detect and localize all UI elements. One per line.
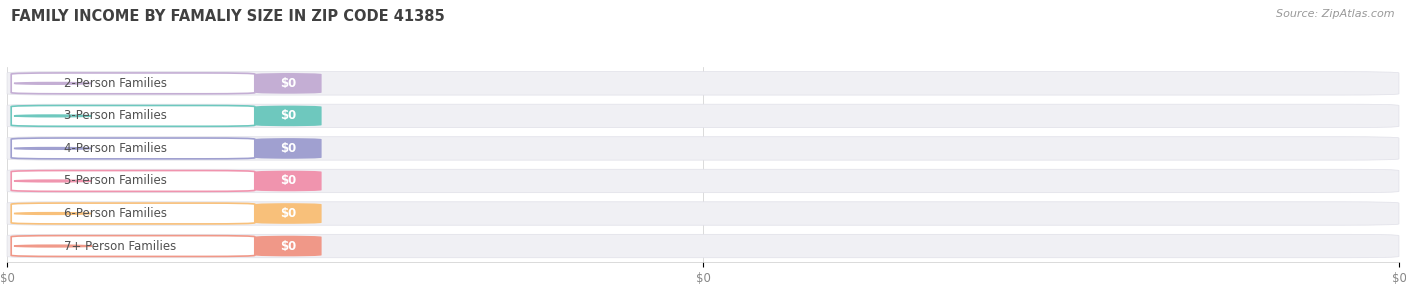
FancyBboxPatch shape xyxy=(254,106,322,126)
Text: Source: ZipAtlas.com: Source: ZipAtlas.com xyxy=(1277,9,1395,19)
FancyBboxPatch shape xyxy=(7,104,1399,127)
FancyBboxPatch shape xyxy=(7,137,1399,160)
FancyBboxPatch shape xyxy=(11,73,254,94)
FancyBboxPatch shape xyxy=(11,170,254,191)
FancyBboxPatch shape xyxy=(254,236,322,257)
Text: $0: $0 xyxy=(280,77,297,90)
Circle shape xyxy=(14,213,91,214)
Text: 2-Person Families: 2-Person Families xyxy=(65,77,167,90)
Text: $0: $0 xyxy=(280,174,297,188)
FancyBboxPatch shape xyxy=(254,170,322,191)
Text: $0: $0 xyxy=(280,142,297,155)
FancyBboxPatch shape xyxy=(7,234,1399,258)
FancyBboxPatch shape xyxy=(7,169,1399,193)
Circle shape xyxy=(14,245,91,247)
FancyBboxPatch shape xyxy=(11,236,254,257)
FancyBboxPatch shape xyxy=(254,203,322,224)
Circle shape xyxy=(14,148,91,149)
Circle shape xyxy=(14,82,91,84)
FancyBboxPatch shape xyxy=(7,72,1399,95)
FancyBboxPatch shape xyxy=(11,203,254,224)
FancyBboxPatch shape xyxy=(11,138,254,159)
Circle shape xyxy=(14,115,91,117)
Text: $0: $0 xyxy=(280,239,297,253)
Text: 7+ Person Families: 7+ Person Families xyxy=(65,239,176,253)
Text: 6-Person Families: 6-Person Families xyxy=(65,207,167,220)
Text: $0: $0 xyxy=(280,109,297,122)
Text: 5-Person Families: 5-Person Families xyxy=(65,174,167,188)
Text: FAMILY INCOME BY FAMALIY SIZE IN ZIP CODE 41385: FAMILY INCOME BY FAMALIY SIZE IN ZIP COD… xyxy=(11,9,444,24)
FancyBboxPatch shape xyxy=(254,73,322,94)
Text: $0: $0 xyxy=(280,207,297,220)
FancyBboxPatch shape xyxy=(254,138,322,159)
Circle shape xyxy=(14,180,91,182)
FancyBboxPatch shape xyxy=(11,106,254,126)
Text: 4-Person Families: 4-Person Families xyxy=(65,142,167,155)
Text: 3-Person Families: 3-Person Families xyxy=(65,109,167,122)
FancyBboxPatch shape xyxy=(7,202,1399,225)
